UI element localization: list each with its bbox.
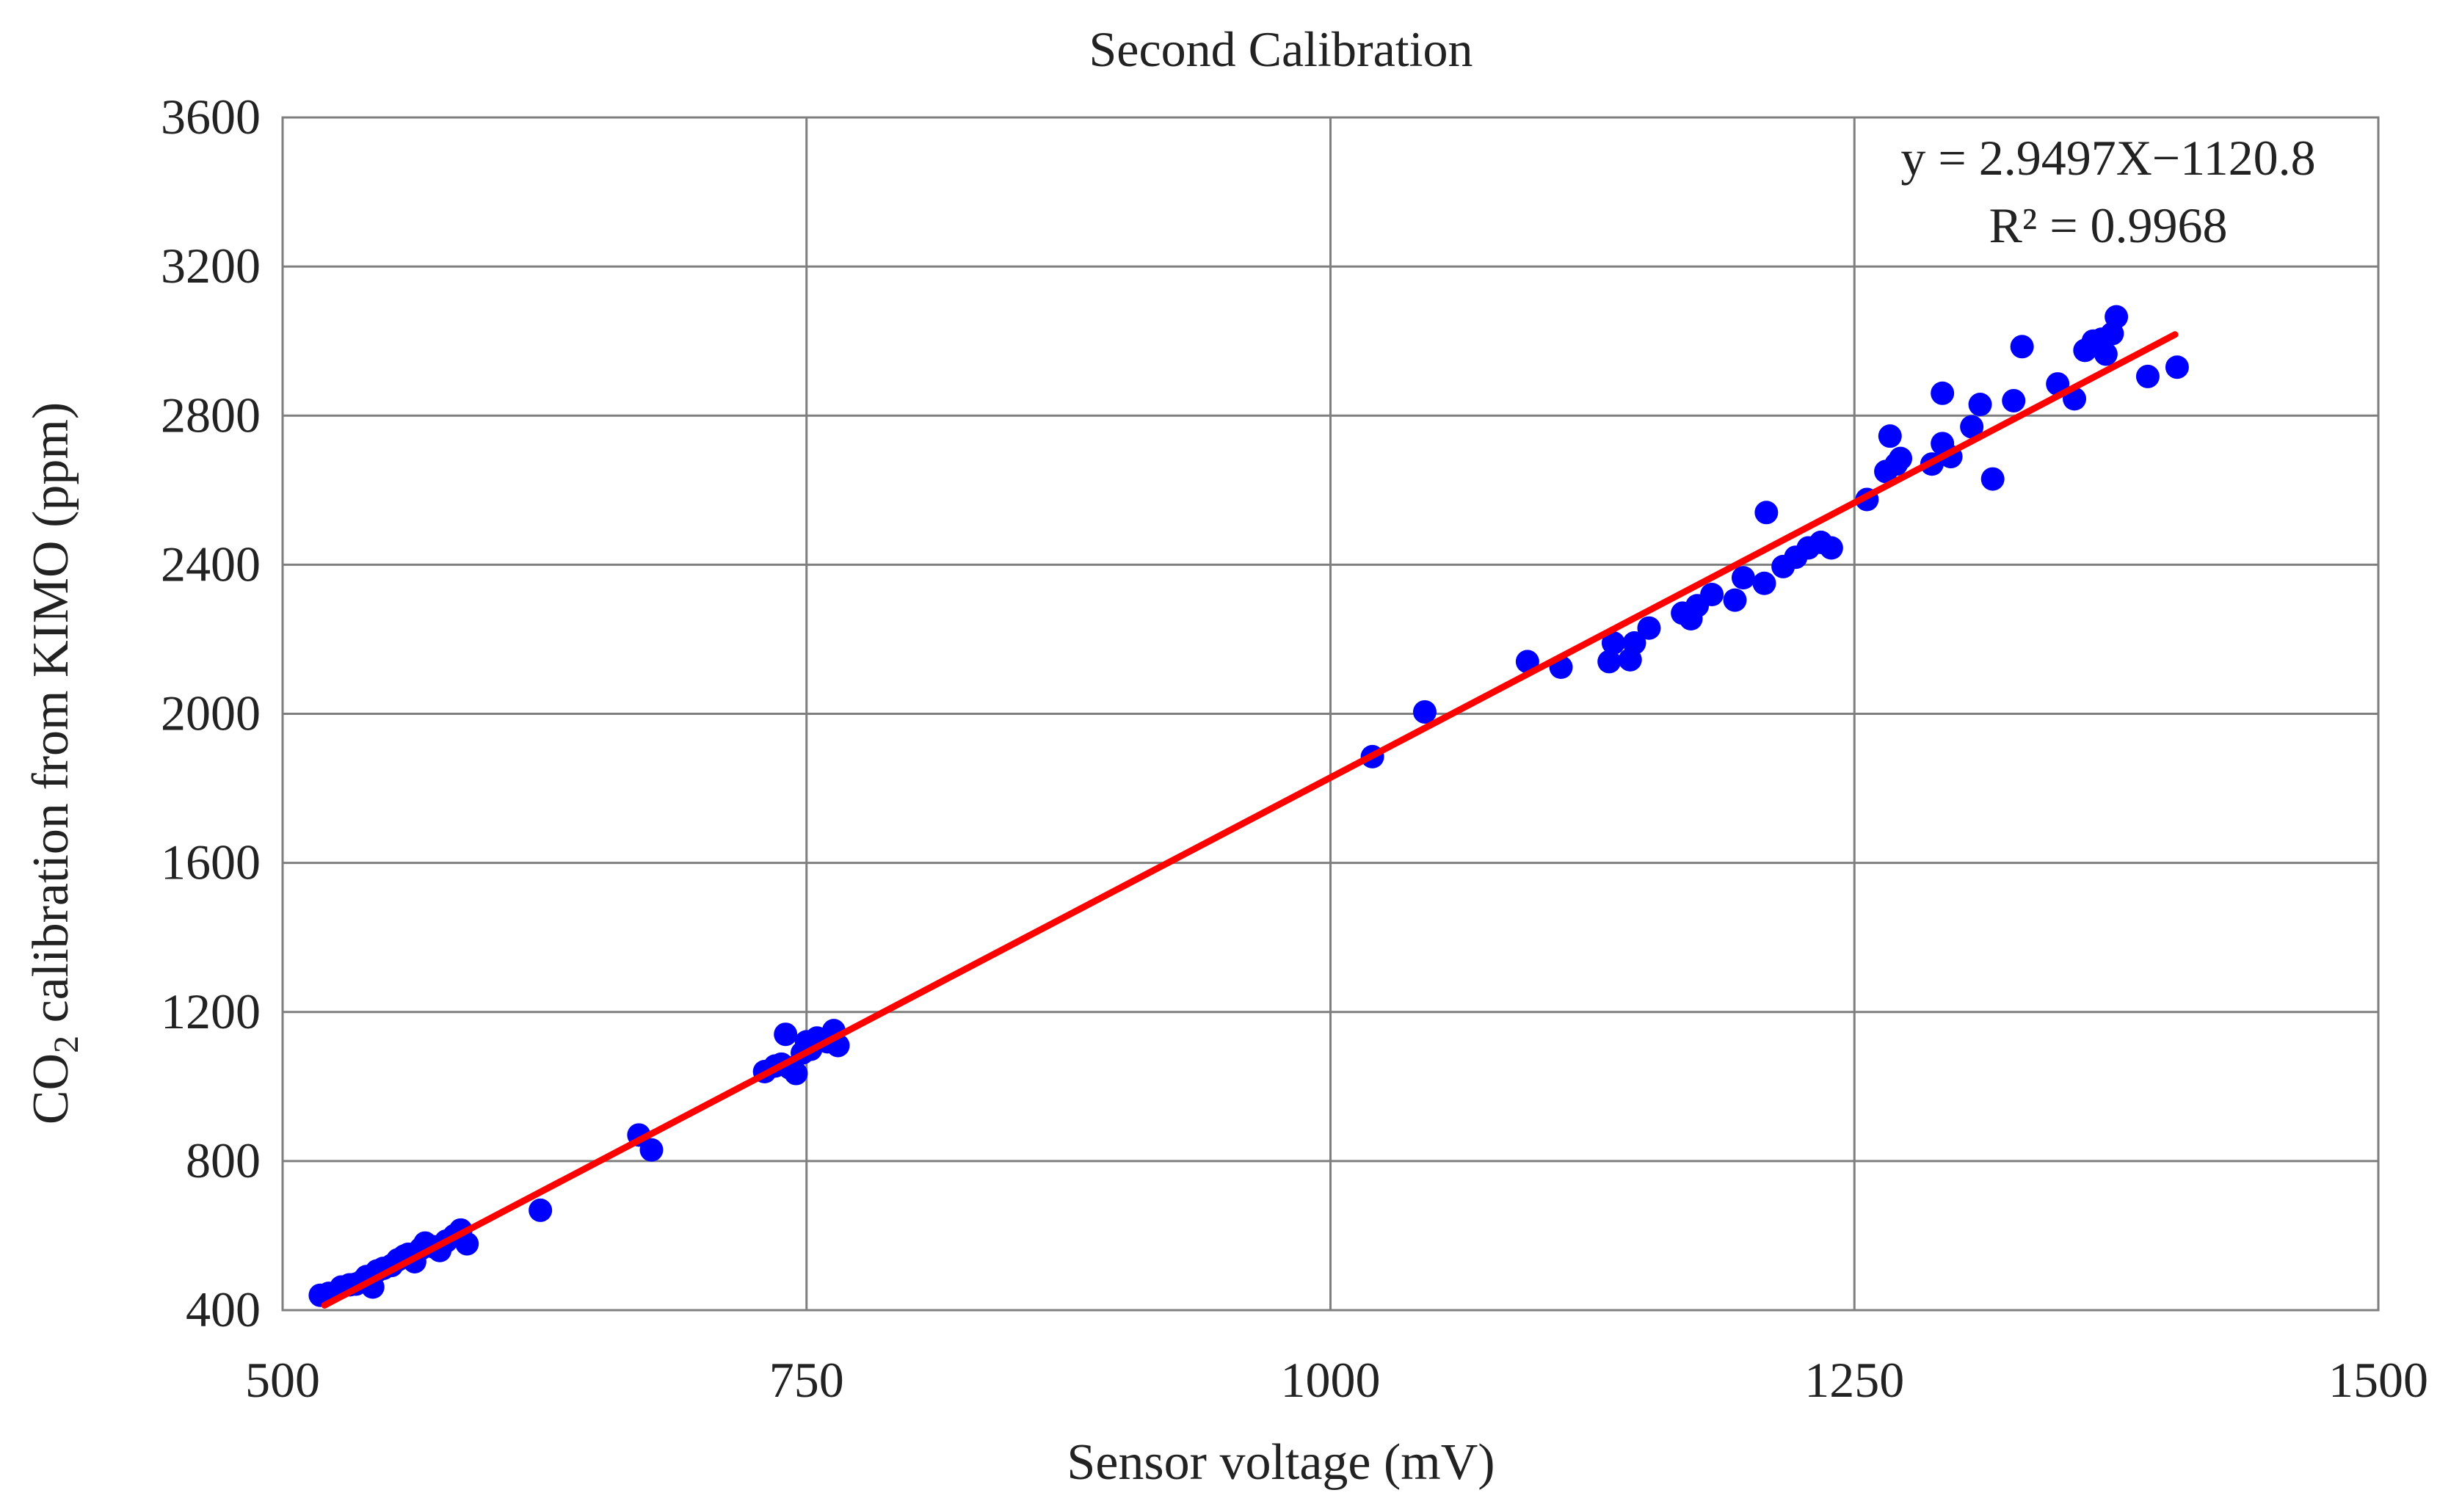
y-tick-label: 400	[186, 1282, 261, 1337]
y-axis-label-post: calibration from KIMO (ppm)	[23, 402, 79, 1036]
y-tick-label: 1600	[161, 835, 261, 890]
data-point	[1700, 583, 1724, 606]
y-tick-label: 800	[186, 1133, 261, 1188]
data-point	[1931, 381, 1955, 405]
chart-title: Second Calibration	[1089, 21, 1473, 77]
data-point	[1878, 424, 1902, 448]
plot-frame	[281, 116, 2380, 1312]
x-tick-label: 750	[769, 1352, 844, 1408]
data-point	[2010, 335, 2034, 359]
data-point	[1622, 631, 1646, 655]
x-axis-label: Sensor voltage (mV)	[1067, 1434, 1495, 1491]
trendline-r-squared: R² = 0.9968	[1989, 197, 2227, 253]
data-point	[1723, 588, 1747, 612]
y-axis-label-pre: CO	[23, 1053, 79, 1124]
x-tick-labels: 500 750 1000 1250 1500	[245, 1352, 2428, 1408]
trendline	[321, 331, 2179, 1309]
y-axis-label: CO2 calibration from KIMO (ppm)	[23, 402, 86, 1124]
data-point	[1960, 415, 1984, 439]
data-point	[1819, 536, 1843, 560]
data-point	[1412, 699, 1437, 724]
data-point	[2105, 305, 2129, 329]
data-point	[784, 1061, 808, 1086]
x-tick-label: 1500	[2328, 1352, 2428, 1408]
y-tick-label: 1200	[161, 984, 261, 1039]
data-point	[639, 1138, 664, 1162]
data-point	[1980, 467, 2005, 491]
x-tick-label: 1000	[1281, 1352, 1381, 1408]
data-point	[1968, 393, 1992, 417]
data-point	[2002, 388, 2026, 412]
data-points	[308, 305, 2189, 1307]
data-point	[2165, 355, 2189, 379]
data-point	[1754, 501, 1779, 525]
y-tick-labels: 400 800 1200 1600 2000 2400 2800 3200 3600	[161, 89, 261, 1337]
data-point	[455, 1232, 479, 1256]
data-point	[529, 1198, 553, 1222]
y-tick-label: 3600	[161, 89, 261, 145]
x-tick-label: 1250	[1804, 1352, 1904, 1408]
y-axis-label-sub: 2	[47, 1036, 86, 1053]
data-point	[1731, 566, 1755, 590]
y-tick-label: 2800	[161, 387, 261, 443]
data-point	[1889, 446, 1913, 470]
x-tick-label: 500	[245, 1352, 320, 1408]
data-point	[2135, 364, 2160, 388]
data-point	[1752, 571, 1776, 595]
data-point	[1597, 650, 1622, 674]
data-point	[774, 1022, 798, 1047]
y-tick-label: 2000	[161, 686, 261, 741]
data-point	[2094, 342, 2118, 366]
y-tick-label: 3200	[161, 238, 261, 294]
trendline-equation: y = 2.9497X−1120.8	[1900, 130, 2315, 186]
data-point	[1637, 616, 1661, 640]
y-tick-label: 2400	[161, 536, 261, 592]
data-point	[1601, 631, 1625, 655]
